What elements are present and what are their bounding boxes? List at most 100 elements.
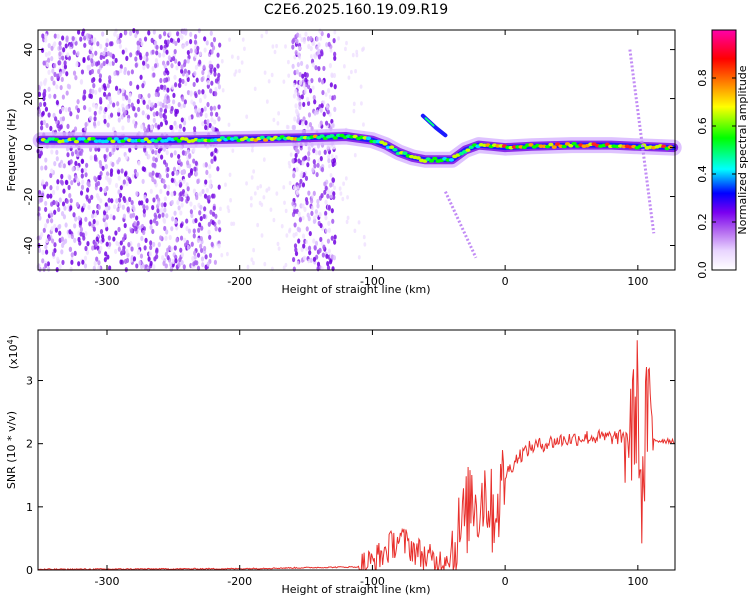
heatmap-speckle <box>298 80 303 86</box>
heatmap-speckle <box>163 225 167 232</box>
heatmap-speckle <box>117 175 121 181</box>
heatmap-speckle <box>61 106 65 112</box>
heatmap-speckle <box>77 215 81 221</box>
heatmap-speckle <box>292 82 296 88</box>
heatmap-speckle <box>296 226 300 232</box>
heatmap-speckle <box>86 241 90 247</box>
heatmap-speckle <box>119 68 123 74</box>
heatmap-speckle <box>90 194 94 200</box>
heatmap-speckle <box>192 188 197 194</box>
heatmap-ridge-cell <box>113 137 119 141</box>
heatmap-speckle <box>295 38 299 45</box>
heatmap-speckle <box>93 156 98 162</box>
heatmap-speckle <box>179 222 184 229</box>
heatmap-speckle <box>117 156 121 163</box>
heatmap-speckle <box>209 30 213 36</box>
heatmap-speckle <box>334 155 338 160</box>
heatmap-speckle <box>357 255 361 260</box>
heatmap-speckle <box>215 111 219 118</box>
heatmap-speckle <box>314 209 318 215</box>
heatmap-speckle <box>88 221 92 227</box>
heatmap-speckle <box>201 188 205 195</box>
heatmap-speckle <box>158 173 162 179</box>
heatmap-speckle <box>152 72 156 78</box>
heatmap-speckle <box>344 46 347 52</box>
heatmap-speckle <box>183 68 187 74</box>
heatmap-speckle <box>45 238 49 244</box>
heatmap-speckle <box>128 147 132 153</box>
heatmap-speckle <box>315 171 319 178</box>
heatmap-speckle <box>141 110 145 116</box>
heatmap-speckle <box>179 247 183 253</box>
heatmap-speckle <box>326 32 331 39</box>
heatmap-speckle <box>267 79 271 84</box>
heatmap-speckle <box>77 261 81 267</box>
heatmap-speckle <box>119 185 123 191</box>
heatmap-speckle <box>155 220 159 226</box>
heatmap-speckle <box>121 125 125 131</box>
heatmap-speckle <box>163 31 167 37</box>
heatmap-speckle <box>41 249 45 256</box>
heatmap-speckle <box>216 52 220 58</box>
heatmap-speckle <box>50 55 54 62</box>
heatmap-speckle <box>252 247 256 253</box>
heatmap-speckle <box>329 173 333 178</box>
heatmap-speckle <box>329 182 333 188</box>
heatmap-speckle <box>312 238 316 244</box>
heatmap-speckle <box>166 60 170 66</box>
heatmap-speckle <box>86 65 91 72</box>
heatmap-speckle <box>154 58 159 64</box>
heatmap-speckle <box>131 212 136 218</box>
heatmap-speckle <box>304 120 308 126</box>
heatmap-speckle <box>103 153 107 160</box>
heatmap-speckle <box>42 60 46 66</box>
heatmap-speckle <box>147 154 151 160</box>
heatmap-speckle <box>330 235 334 241</box>
heatmap-speckle <box>135 263 139 269</box>
heatmap-speckle <box>324 92 328 97</box>
heatmap-speckle <box>152 264 156 270</box>
heatmap-speckle <box>51 68 55 74</box>
heatmap-speckle <box>321 89 325 96</box>
heatmap-speckle <box>317 65 321 72</box>
heatmap-speckle <box>156 86 160 92</box>
heatmap-speckle <box>127 98 131 104</box>
heatmap-speckle <box>292 37 296 43</box>
heatmap-speckle <box>40 120 44 126</box>
heatmap-ridge-cell <box>83 139 90 143</box>
heatmap-speckle <box>142 64 146 71</box>
heatmap-speckle <box>141 83 145 89</box>
heatmap-speckle <box>298 55 302 60</box>
heatmap-speckle <box>155 50 159 56</box>
heatmap-speckle <box>95 236 99 242</box>
heatmap-speckle <box>229 198 233 203</box>
heatmap-speckle <box>101 165 105 171</box>
heatmap-speckle <box>76 177 80 184</box>
heatmap-speckle <box>123 171 128 177</box>
heatmap-speckle <box>47 43 51 49</box>
heatmap-speckle <box>99 245 103 252</box>
heatmap-speckle <box>91 102 96 108</box>
heatmap-speckle <box>99 96 103 103</box>
heatmap-speckle <box>61 94 65 100</box>
heatmap-speckle <box>61 55 65 61</box>
heatmap-speckle <box>122 179 126 185</box>
heatmap-speckle <box>200 247 204 253</box>
heatmap-speckle <box>256 185 260 191</box>
heatmap-speckle <box>180 117 184 123</box>
heatmap-speckle <box>304 77 308 83</box>
heatmap-speckle <box>132 119 136 125</box>
heatmap-speckle <box>128 92 132 98</box>
heatmap-speckle <box>61 201 66 207</box>
heatmap-speckle <box>329 48 333 53</box>
heatmap-speckle <box>269 207 273 212</box>
heatmap-speckle <box>73 237 77 244</box>
snr-x-ticks: -300 -200 -100 0 100 <box>95 330 648 588</box>
heatmap-speckle <box>293 222 297 228</box>
heatmap-speckle <box>308 122 313 128</box>
heatmap-speckle <box>77 236 81 243</box>
heatmap-speckle <box>158 52 162 58</box>
heatmap-speckle <box>48 93 52 99</box>
heatmap-speckle <box>189 31 193 38</box>
heatmap-speckle <box>89 115 93 121</box>
